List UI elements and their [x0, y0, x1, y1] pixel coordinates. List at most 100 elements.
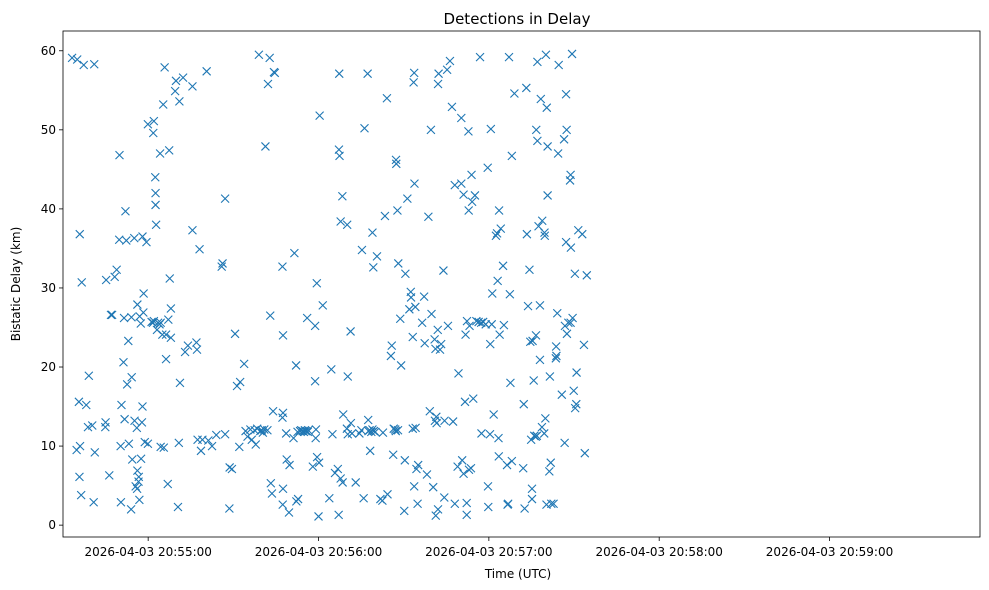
data-point	[377, 496, 387, 506]
data-point	[89, 59, 99, 69]
data-point	[265, 53, 275, 63]
data-point	[263, 79, 273, 89]
data-point	[278, 500, 288, 509]
y-axis-label: Bistatic Delay (km)	[9, 227, 23, 342]
data-point	[227, 464, 237, 474]
data-point	[338, 410, 348, 419]
data-point	[203, 436, 213, 445]
data-point	[525, 265, 534, 275]
data-point	[546, 458, 556, 468]
data-point	[336, 217, 346, 226]
data-point	[568, 313, 577, 323]
data-point	[386, 351, 396, 361]
data-point	[569, 386, 579, 396]
data-point	[131, 482, 141, 491]
data-point	[314, 512, 323, 521]
data-point	[160, 62, 170, 72]
data-point	[75, 229, 85, 239]
data-point	[554, 60, 564, 70]
data-point	[235, 377, 245, 387]
data-point	[175, 378, 185, 388]
data-point	[218, 259, 227, 268]
data-point	[542, 103, 552, 113]
data-point	[579, 340, 589, 350]
data-point	[543, 142, 553, 151]
data-point	[540, 231, 550, 241]
data-point	[411, 423, 420, 433]
data-point	[156, 318, 166, 328]
data-point	[363, 415, 373, 425]
data-point	[494, 433, 503, 443]
data-point	[334, 510, 344, 520]
data-point	[143, 119, 153, 129]
data-point	[572, 368, 581, 377]
data-point	[192, 338, 201, 347]
data-point	[439, 493, 449, 502]
data-point	[254, 50, 264, 60]
data-point	[312, 278, 322, 288]
data-point	[318, 300, 328, 310]
data-point	[551, 342, 561, 351]
data-point	[457, 455, 467, 465]
y-tick-label: 30	[41, 281, 56, 295]
data-point	[436, 339, 446, 349]
data-point	[126, 504, 136, 514]
x-axis: 2026-04-03 20:55:00 2026-04-03 20:56:00 20…	[84, 537, 893, 559]
data-point	[462, 498, 472, 508]
data-point	[483, 163, 493, 173]
data-point	[220, 429, 230, 439]
data-point	[368, 228, 377, 237]
data-point	[400, 269, 410, 279]
data-point	[166, 304, 176, 313]
data-point	[303, 427, 313, 437]
data-point	[410, 302, 420, 312]
data-point	[165, 274, 175, 283]
data-point	[119, 313, 129, 323]
data-point	[570, 269, 580, 279]
data-point	[338, 478, 348, 487]
data-point	[445, 56, 455, 66]
data-point	[232, 381, 242, 391]
x-tick-label: 2026-04-03 20:59:00	[766, 545, 893, 559]
data-point	[139, 289, 149, 298]
data-point	[423, 212, 433, 222]
data-point	[406, 293, 416, 302]
data-point	[84, 371, 94, 381]
data-point	[356, 425, 366, 435]
data-point	[314, 458, 324, 468]
data-point	[163, 315, 173, 324]
data-point	[130, 416, 139, 426]
data-point	[114, 235, 124, 245]
data-point	[259, 425, 269, 434]
data-point	[175, 96, 184, 106]
data-point	[188, 225, 197, 235]
data-point	[155, 149, 165, 158]
x-tick-label: 2026-04-03 20:58:00	[595, 545, 722, 559]
data-point	[382, 93, 392, 103]
data-point	[138, 308, 148, 317]
data-point	[150, 172, 160, 182]
data-point	[459, 469, 468, 479]
data-point	[174, 438, 184, 448]
data-point	[456, 179, 466, 188]
data-point	[477, 429, 486, 438]
data-point	[432, 418, 442, 428]
data-point	[465, 321, 474, 331]
data-point	[388, 450, 398, 460]
data-point	[372, 251, 382, 261]
data-point	[566, 243, 576, 253]
x-axis-label: Time (UTC)	[484, 567, 551, 581]
data-point	[442, 65, 452, 75]
data-point	[504, 52, 514, 62]
data-point	[224, 504, 234, 513]
data-point	[127, 372, 137, 382]
data-point	[539, 429, 549, 438]
data-point	[503, 499, 513, 509]
data-point	[464, 206, 474, 215]
data-point	[173, 502, 183, 512]
data-point	[195, 244, 204, 254]
data-point	[544, 466, 554, 476]
data-point	[156, 442, 166, 452]
data-point	[104, 470, 114, 480]
